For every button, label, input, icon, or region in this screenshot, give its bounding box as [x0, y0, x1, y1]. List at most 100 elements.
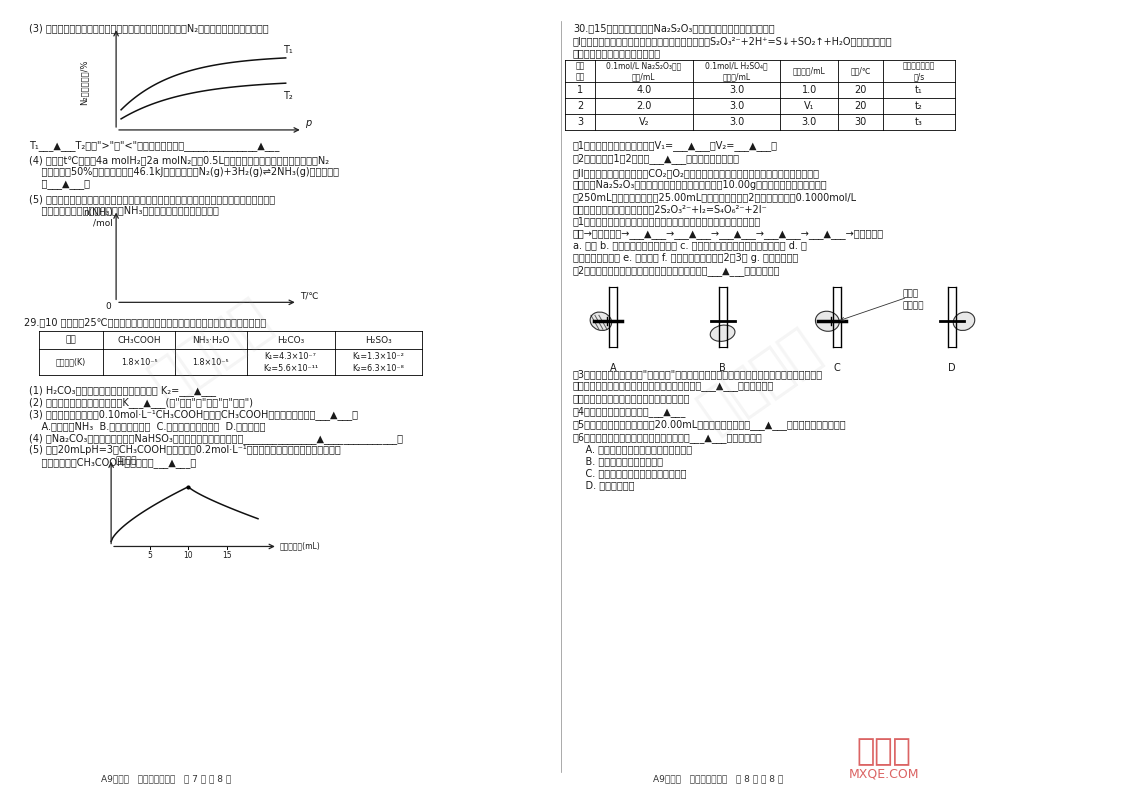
Text: 4.0: 4.0	[637, 85, 651, 95]
Ellipse shape	[590, 312, 612, 331]
Text: t₁: t₁	[915, 85, 923, 95]
Text: T/℃: T/℃	[299, 291, 318, 301]
Text: （2）本实验滴定过程中操作滴定管的图示正确的是___▲___（填字母）。: （2）本实验滴定过程中操作滴定管的图示正确的是___▲___（填字母）。	[573, 266, 780, 277]
Text: 0: 0	[105, 302, 111, 312]
Text: 出现浑浊所用时
间/s: 出现浑浊所用时 间/s	[902, 61, 935, 81]
Text: 10: 10	[184, 551, 193, 561]
Text: 3: 3	[577, 117, 583, 127]
Text: 实验
编号: 实验 编号	[575, 61, 584, 81]
Text: 乙烯活塞: 乙烯活塞	[902, 301, 924, 310]
Ellipse shape	[815, 311, 840, 331]
Text: 3.0: 3.0	[729, 117, 744, 127]
Text: V₁: V₁	[804, 101, 815, 111]
Text: （1）滴定前，有关滴定管的正确操作为（选出正确操作并按序排列）：: （1）滴定前，有关滴定管的正确操作为（选出正确操作并按序排列）：	[573, 216, 761, 227]
Text: (1) H₂CO₃的第二级电离平衡常数的表达式 K₂=___▲___: (1) H₂CO₃的第二级电离平衡常数的表达式 K₂=___▲___	[29, 385, 216, 396]
Text: B. 滴定管未用标准溶液润洗: B. 滴定管未用标准溶液润洗	[573, 456, 663, 465]
Text: 20: 20	[854, 101, 867, 111]
Text: 物质: 物质	[66, 335, 76, 345]
Text: B: B	[720, 363, 726, 374]
Text: 3.0: 3.0	[729, 101, 744, 111]
Text: (5) 现取20mLpH=3的CH₃COOH溶液，加入0.2mol·L⁻¹的氨水，测得溶液导电性变化如图，: (5) 现取20mLpH=3的CH₃COOH溶液，加入0.2mol·L⁻¹的氨水…	[29, 445, 341, 455]
Text: 聚四氟: 聚四氟	[902, 289, 918, 298]
Text: （I）它在酸性条件下不稳定，可与稀硫酸发生反应：S₂O₃²⁻+2H⁺=S↓+SO₂↑+H₂O。现利用该反应: （I）它在酸性条件下不稳定，可与稀硫酸发生反应：S₂O₃²⁻+2H⁺=S↓+SO…	[573, 36, 892, 46]
Text: K₁=4.3×10⁻⁷
K₂=5.6×10⁻¹¹: K₁=4.3×10⁻⁷ K₂=5.6×10⁻¹¹	[263, 352, 318, 373]
Text: T₂: T₂	[282, 91, 293, 102]
Text: (4) 向Na₂CO₃溶液中加入足量的NaHSO₃溶液，反应的离子方程式为_______________▲_______________。: (4) 向Na₂CO₃溶液中加入足量的NaHSO₃溶液，反应的离子方程式为___…	[29, 433, 404, 444]
Text: CH₃COOH: CH₃COOH	[118, 335, 160, 345]
Text: 5: 5	[147, 551, 152, 561]
Text: A. 滴定前有气泡，滴定结束时气泡消失: A. 滴定前有气泡，滴定结束时气泡消失	[573, 444, 692, 454]
Text: t₂: t₂	[915, 101, 923, 111]
Text: 2: 2	[577, 101, 583, 111]
Text: N₂平衡转化率/%: N₂平衡转化率/%	[80, 59, 89, 105]
Text: T₁: T₁	[282, 45, 293, 55]
Text: （3）在接近终点时，使用"半滴操作"可提高测量的准确度。其方法是：将旋塞稍稍转动，使半: （3）在接近终点时，使用"半滴操作"可提高测量的准确度。其方法是：将旋塞稍稍转动…	[573, 369, 823, 379]
Text: （4）滴定终点的判断方法：___▲___: （4）滴定终点的判断方法：___▲___	[573, 406, 686, 417]
Ellipse shape	[953, 312, 975, 331]
Text: 为___▲___。: 为___▲___。	[29, 178, 91, 189]
Text: 氨水的体积(mL): 氨水的体积(mL)	[280, 541, 321, 550]
Text: D. 锥形瓶未润洗: D. 锥形瓶未润洗	[573, 480, 634, 490]
Text: 电离常数(K): 电离常数(K)	[56, 358, 86, 366]
Text: 1.0: 1.0	[802, 85, 817, 95]
Text: 会员水印: 会员水印	[141, 290, 281, 411]
Text: 则加入氨水前CH₃COOH的电离度为___▲___。: 则加入氨水前CH₃COOH的电离度为___▲___。	[29, 457, 196, 468]
Text: t₃: t₃	[915, 117, 923, 127]
Text: H₂SO₃: H₂SO₃	[365, 335, 392, 345]
Text: 30: 30	[854, 117, 867, 127]
Text: A.通入少量NH₃  B.加入少量冰醋酸  C.加入少量醋酸钠固体  D.加入少量水: A.通入少量NH₃ B.加入少量冰醋酸 C.加入少量醋酸钠固体 D.加入少量水	[29, 421, 266, 431]
Text: 0.1mol/L Na₂S₂O₃溶液
体积/mL: 0.1mol/L Na₂S₂O₃溶液 体积/mL	[606, 61, 682, 81]
Text: （5）本实验消耗碘的标准溶液20.00mL，则该样品的纯度为___▲___（保留四位有效数字）: （5）本实验消耗碘的标准溶液20.00mL，则该样品的纯度为___▲___（保留…	[573, 419, 846, 430]
Text: 0.1mol/L H₂SO₄溶
液体积/mL: 0.1mol/L H₂SO₄溶 液体积/mL	[705, 61, 768, 81]
Text: (3) 下列方法中，可以使0.10mol·L⁻¹CH₃COOH溶液中CH₃COOH电离程度增大的是___▲___。: (3) 下列方法中，可以使0.10mol·L⁻¹CH₃COOH溶液中CH₃COO…	[29, 409, 359, 419]
Text: K₁=1.3×10⁻²
K₂=6.3×10⁻⁸: K₁=1.3×10⁻² K₂=6.3×10⁻⁸	[352, 352, 405, 373]
Text: 1: 1	[577, 85, 583, 95]
Text: 探究外界条件对反应速率的影响。: 探究外界条件对反应速率的影响。	[573, 48, 661, 58]
Text: 30.（15分）硫代硫酸钠（Na₂S₂O₃）是中学阶段常见的化学试剂。: 30.（15分）硫代硫酸钠（Na₂S₂O₃）是中学阶段常见的化学试剂。	[573, 23, 775, 33]
Ellipse shape	[711, 325, 735, 341]
Text: (3) 在其他条件相同时，分别测定不同压强、不同温度下，N₂的平衡转化率，结果如下图: (3) 在其他条件相同时，分别测定不同压强、不同温度下，N₂的平衡转化率，结果如…	[29, 23, 269, 33]
Text: D: D	[948, 363, 956, 374]
Text: （6）下列操作会使测得的样品纯度偏高的是___▲___（填字母）。: （6）下列操作会使测得的样品纯度偏高的是___▲___（填字母）。	[573, 432, 762, 442]
Text: 20: 20	[854, 85, 867, 95]
Text: 会员水印: 会员水印	[689, 320, 830, 440]
Text: A9协作体   高二化学试题卷   第 8 页 共 8 页: A9协作体 高二化学试题卷 第 8 页 共 8 页	[652, 775, 784, 783]
Text: 3.0: 3.0	[802, 117, 817, 127]
Text: (4) 温度为t℃时，将4a molH₂和2a molN₂放入0.5L密闭容器中，充分反应达平衡后测得N₂: (4) 温度为t℃时，将4a molH₂和2a molN₂放入0.5L密闭容器中…	[29, 155, 330, 165]
Text: NH₃·H₂O: NH₃·H₂O	[192, 335, 230, 345]
Text: 至250mL，准确移取该溶液25.00mL于锥形瓶中，加入2滴淀粉溶液，用0.1000mol/L: 至250mL，准确移取该溶液25.00mL于锥形瓶中，加入2滴淀粉溶液，用0.1…	[573, 192, 858, 201]
Text: 1.8×10⁻⁵: 1.8×10⁻⁵	[121, 358, 157, 366]
Text: (5) 依据温度对合成氨反应的影响，在下图坐标系中，画出一定条件下的密闭容器内，从通入: (5) 依据温度对合成氨反应的影响，在下图坐标系中，画出一定条件下的密闭容器内，…	[29, 193, 276, 204]
Text: 室储存的Na₂S₂O₃样品的纯度。方法如下：准确称取10.00g样品，用蒸馏水溶解并定容: 室储存的Na₂S₂O₃样品的纯度。方法如下：准确称取10.00g样品，用蒸馏水溶…	[573, 180, 827, 190]
Text: （1）完成此实验设计，其中：V₁=___▲___，V₂=___▲___。: （1）完成此实验设计，其中：V₁=___▲___，V₂=___▲___。	[573, 140, 778, 151]
Text: 1.8×10⁻⁵: 1.8×10⁻⁵	[193, 358, 229, 366]
Text: (2) 一般情况下，当温度升高时，K___▲___(填"增大"、"减小"或"不变"): (2) 一般情况下，当温度升高时，K___▲___(填"增大"、"减小"或"不变…	[29, 397, 253, 408]
Text: 检验→蒸馏水洗涤→___▲___→___▲___→___▲___→___▲___→___▲___→开始滴定。: 检验→蒸馏水洗涤→___▲___→___▲___→___▲___→___▲___…	[573, 228, 884, 239]
Text: C: C	[834, 363, 841, 374]
Text: 3.0: 3.0	[729, 85, 744, 95]
Text: H₂CO₃: H₂CO₃	[277, 335, 304, 345]
Text: 答案圈: 答案圈	[856, 737, 911, 766]
Text: A: A	[610, 363, 617, 374]
Text: 的转化率为50%，此时放出热量46.1kJ，则该温度下N₂(g)+3H₂(g)⇌2NH₃(g)的平衡常数: 的转化率为50%，此时放出热量46.1kJ，则该温度下N₂(g)+3H₂(g)⇌…	[29, 167, 340, 177]
Text: 瓶，观察颜色变化。（请在横线上补全操作）: 瓶，观察颜色变化。（请在横线上补全操作）	[573, 393, 691, 403]
Text: 水的体积/mL: 水的体积/mL	[793, 67, 826, 75]
Text: 29.（10 分）已知25℃时部分弱电解质的电离平衡常数如表所示，请回答下列问题：: 29.（10 分）已知25℃时部分弱电解质的电离平衡常数如表所示，请回答下列问题…	[25, 317, 267, 328]
Text: V₂: V₂	[639, 117, 649, 127]
Text: 2.0: 2.0	[636, 101, 651, 111]
Text: （2）对比实验1、2可探究___▲___对反应速率的影响。: （2）对比实验1、2可探究___▲___对反应速率的影响。	[573, 153, 740, 164]
Text: 乳打球吹出润洗液 e. 排除气泡 f. 用滴定液润洗滴定管2至3次 g. 记录起始读数: 乳打球吹出润洗液 e. 排除气泡 f. 用滴定液润洗滴定管2至3次 g. 记录起…	[573, 252, 798, 262]
Text: n(NH₃)
/mol: n(NH₃) /mol	[83, 208, 113, 227]
Text: 导电能力: 导电能力	[115, 457, 137, 465]
Text: p: p	[305, 118, 311, 128]
Text: 碘的标准溶液滴定。反应原理为2S₂O₃²⁻+I₂=S₄O₆²⁻+2I⁻: 碘的标准溶液滴定。反应原理为2S₂O₃²⁻+I₂=S₄O₆²⁻+2I⁻	[573, 204, 768, 213]
Text: 滴溶液悬于管口，用锥形瓶内壁将半滴溶液沾落，___▲___继续摇动锥形: 滴溶液悬于管口，用锥形瓶内壁将半滴溶液沾落，___▲___继续摇动锥形	[573, 381, 775, 391]
Text: C. 滴定前仰视读数，结束时俯视读数: C. 滴定前仰视读数，结束时俯视读数	[573, 468, 686, 477]
Text: （II）硫代硫酸钠与空气中的CO₂、O₂等反应而变质，现有研究性学习小组同学，测定实验: （II）硫代硫酸钠与空气中的CO₂、O₂等反应而变质，现有研究性学习小组同学，测…	[573, 168, 819, 178]
Text: 15: 15	[222, 551, 232, 561]
Text: 原料气开始，随温度不断升高，NH₃物质的量变化的曲线示意图。: 原料气开始，随温度不断升高，NH₃物质的量变化的曲线示意图。	[29, 205, 220, 216]
Text: T₁___▲___T₂（填">"或"<"），判断的理由是_______________▲___: T₁___▲___T₂（填">"或"<"），判断的理由是____________…	[29, 140, 280, 151]
Text: MXQE.COM: MXQE.COM	[849, 767, 919, 780]
Text: A9协作体   高二化学试题卷   第 7 页 共 8 页: A9协作体 高二化学试题卷 第 7 页 共 8 页	[101, 775, 231, 783]
Text: 温度/℃: 温度/℃	[851, 67, 871, 75]
